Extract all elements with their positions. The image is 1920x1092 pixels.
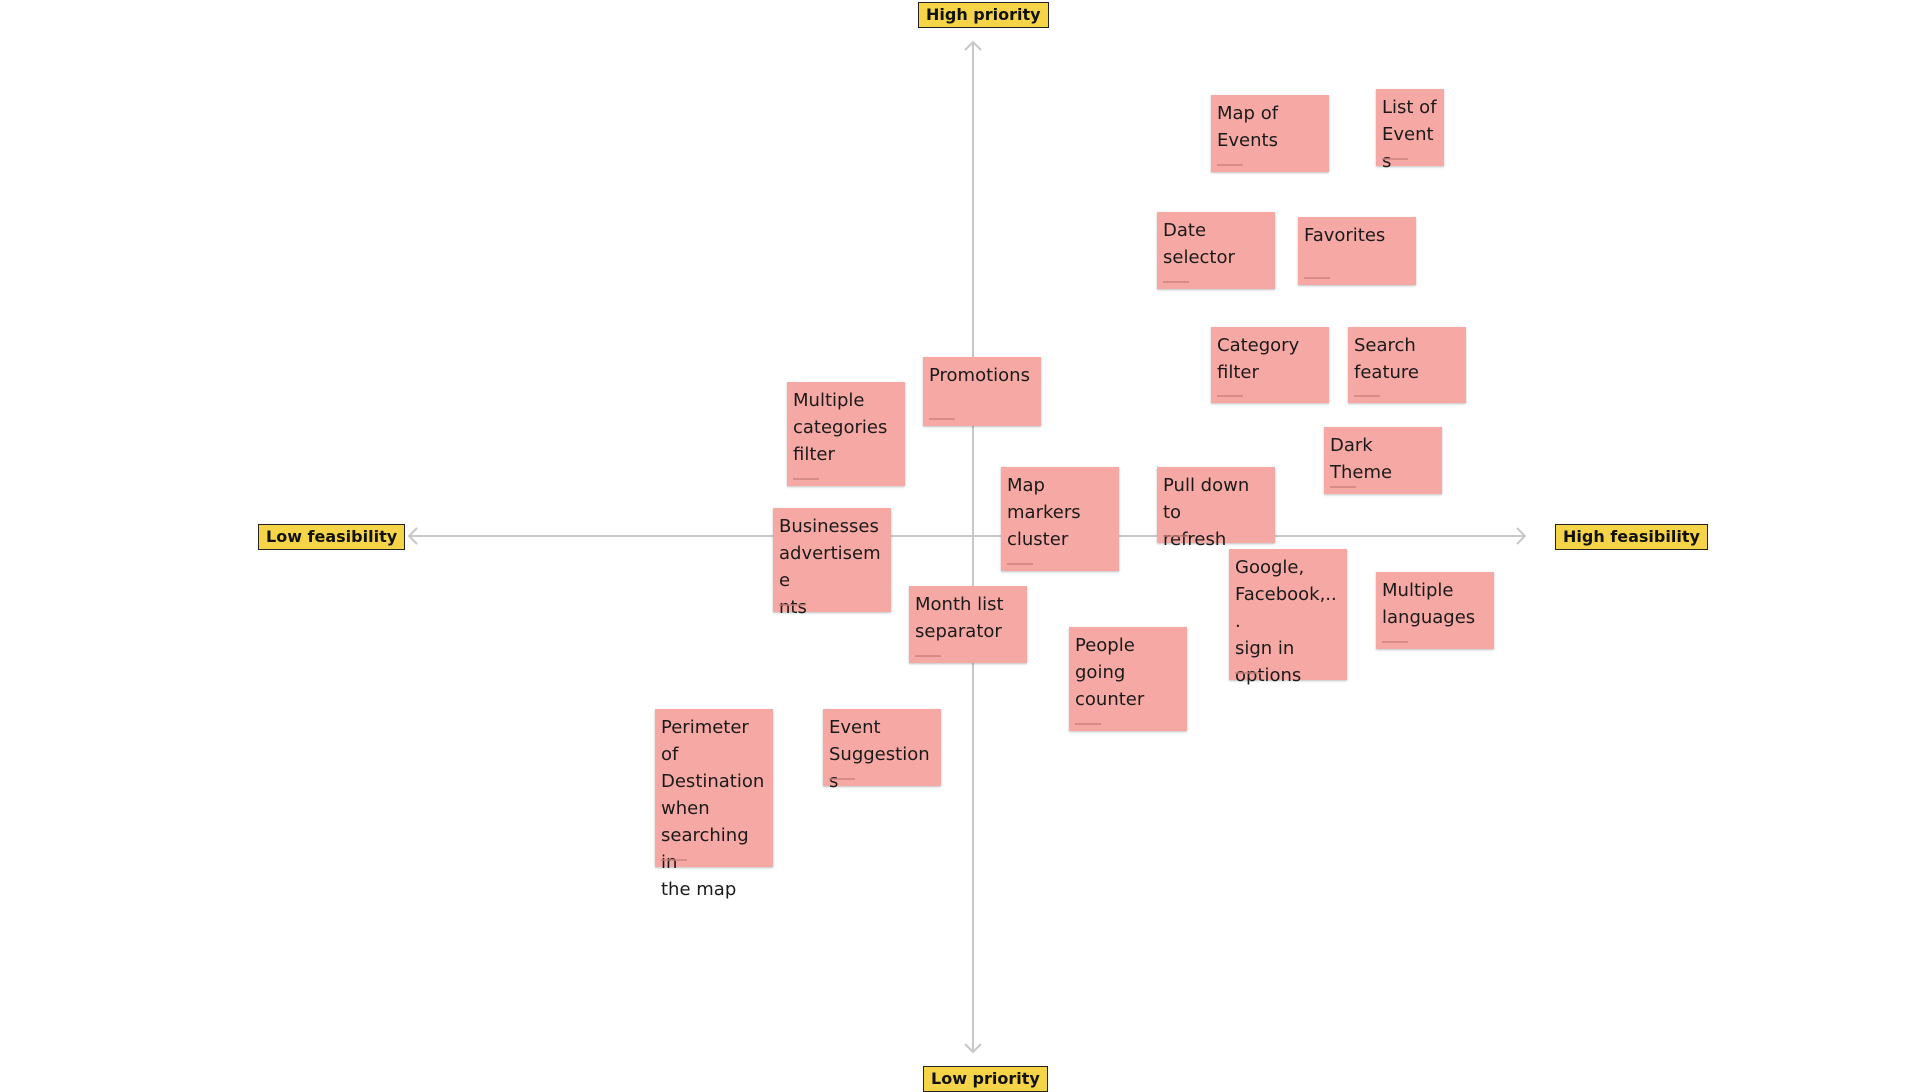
sticky-note-author — [779, 604, 805, 606]
sticky-note-dark-theme[interactable]: Dark Theme — [1324, 427, 1442, 494]
sticky-note-author — [1330, 486, 1356, 488]
sticky-note-multiple-categories-filter[interactable]: Multiple categories filter — [787, 382, 905, 486]
sticky-note-text: Category filter — [1217, 335, 1300, 383]
sticky-note-month-list-separator[interactable]: Month list separator — [909, 586, 1027, 663]
sticky-note-pull-down-to-refresh[interactable]: Pull down to refresh — [1157, 467, 1275, 550]
sticky-note-text: Google, Facebook,... sign in options — [1235, 557, 1337, 686]
up-arrow-icon — [964, 40, 982, 51]
down-arrow-icon — [964, 1043, 982, 1054]
sticky-note-text: Pull down to refresh — [1163, 475, 1250, 550]
sticky-note-google-facebook-sign-in[interactable]: Google, Facebook,... sign in options — [1229, 549, 1347, 686]
sticky-note-text: Multiple categories filter — [793, 390, 888, 465]
sticky-note-map-of-events[interactable]: Map of Events — [1211, 95, 1329, 172]
sticky-note-text: Perimeter of Destination when searching … — [661, 717, 765, 900]
sticky-note-text: Date selector — [1163, 220, 1235, 268]
sticky-note-author — [1217, 164, 1243, 166]
sticky-note-text: Businesses advertiseme nts — [779, 516, 881, 618]
sticky-note-text: Map markers cluster — [1007, 475, 1081, 550]
low-feasibility-label: Low feasibility — [258, 524, 406, 550]
sticky-note-category-filter[interactable]: Category filter — [1211, 327, 1329, 403]
sticky-note-map-markers-cluster[interactable]: Map markers cluster — [1001, 467, 1119, 571]
sticky-note-author — [661, 859, 687, 861]
sticky-note-author — [1354, 395, 1380, 397]
sticky-note-favorites[interactable]: Favorites — [1298, 217, 1416, 285]
high-feasibility-label: High feasibility — [1555, 524, 1708, 550]
sticky-note-text: List of Events — [1382, 97, 1437, 172]
sticky-note-author — [1217, 395, 1243, 397]
sticky-note-text: Promotions — [929, 365, 1030, 386]
sticky-note-text: Event Suggestions — [829, 717, 930, 792]
sticky-note-list-of-events[interactable]: List of Events — [1376, 89, 1444, 172]
sticky-note-text: People going counter — [1075, 635, 1145, 710]
sticky-note-text: Favorites — [1304, 225, 1386, 246]
sticky-note-text: Dark Theme — [1330, 435, 1393, 483]
low-priority-label: Low priority — [923, 1066, 1048, 1092]
sticky-note-date-selector[interactable]: Date selector — [1157, 212, 1275, 289]
sticky-note-promotions[interactable]: Promotions — [923, 357, 1041, 426]
sticky-note-author — [1163, 281, 1189, 283]
sticky-note-text: Map of Events — [1217, 103, 1279, 151]
sticky-note-search-feature[interactable]: Search feature — [1348, 327, 1466, 403]
sticky-note-businesses-advertisements[interactable]: Businesses advertiseme nts — [773, 508, 891, 618]
sticky-note-author — [1382, 158, 1408, 160]
sticky-note-author — [1235, 672, 1261, 674]
sticky-note-author — [829, 778, 855, 780]
sticky-note-author — [915, 655, 941, 657]
right-arrow-icon — [1516, 527, 1527, 545]
sticky-note-author — [1075, 723, 1101, 725]
sticky-note-text: Search feature — [1354, 335, 1419, 383]
sticky-note-people-going-counter[interactable]: People going counter — [1069, 627, 1187, 731]
sticky-note-author — [929, 418, 955, 420]
sticky-note-author — [793, 478, 819, 480]
sticky-note-text: Multiple languages — [1382, 580, 1476, 628]
sticky-note-perimeter-of-destination[interactable]: Perimeter of Destination when searching … — [655, 709, 773, 900]
sticky-note-author — [1163, 535, 1189, 537]
sticky-note-text: Month list separator — [915, 594, 1004, 642]
high-priority-label: High priority — [918, 2, 1049, 28]
sticky-note-multiple-languages[interactable]: Multiple languages — [1376, 572, 1494, 649]
sticky-note-author — [1382, 641, 1408, 643]
sticky-note-event-suggestions[interactable]: Event Suggestions — [823, 709, 941, 792]
sticky-note-author — [1007, 563, 1033, 565]
left-arrow-icon — [407, 527, 418, 545]
sticky-note-author — [1304, 277, 1330, 279]
